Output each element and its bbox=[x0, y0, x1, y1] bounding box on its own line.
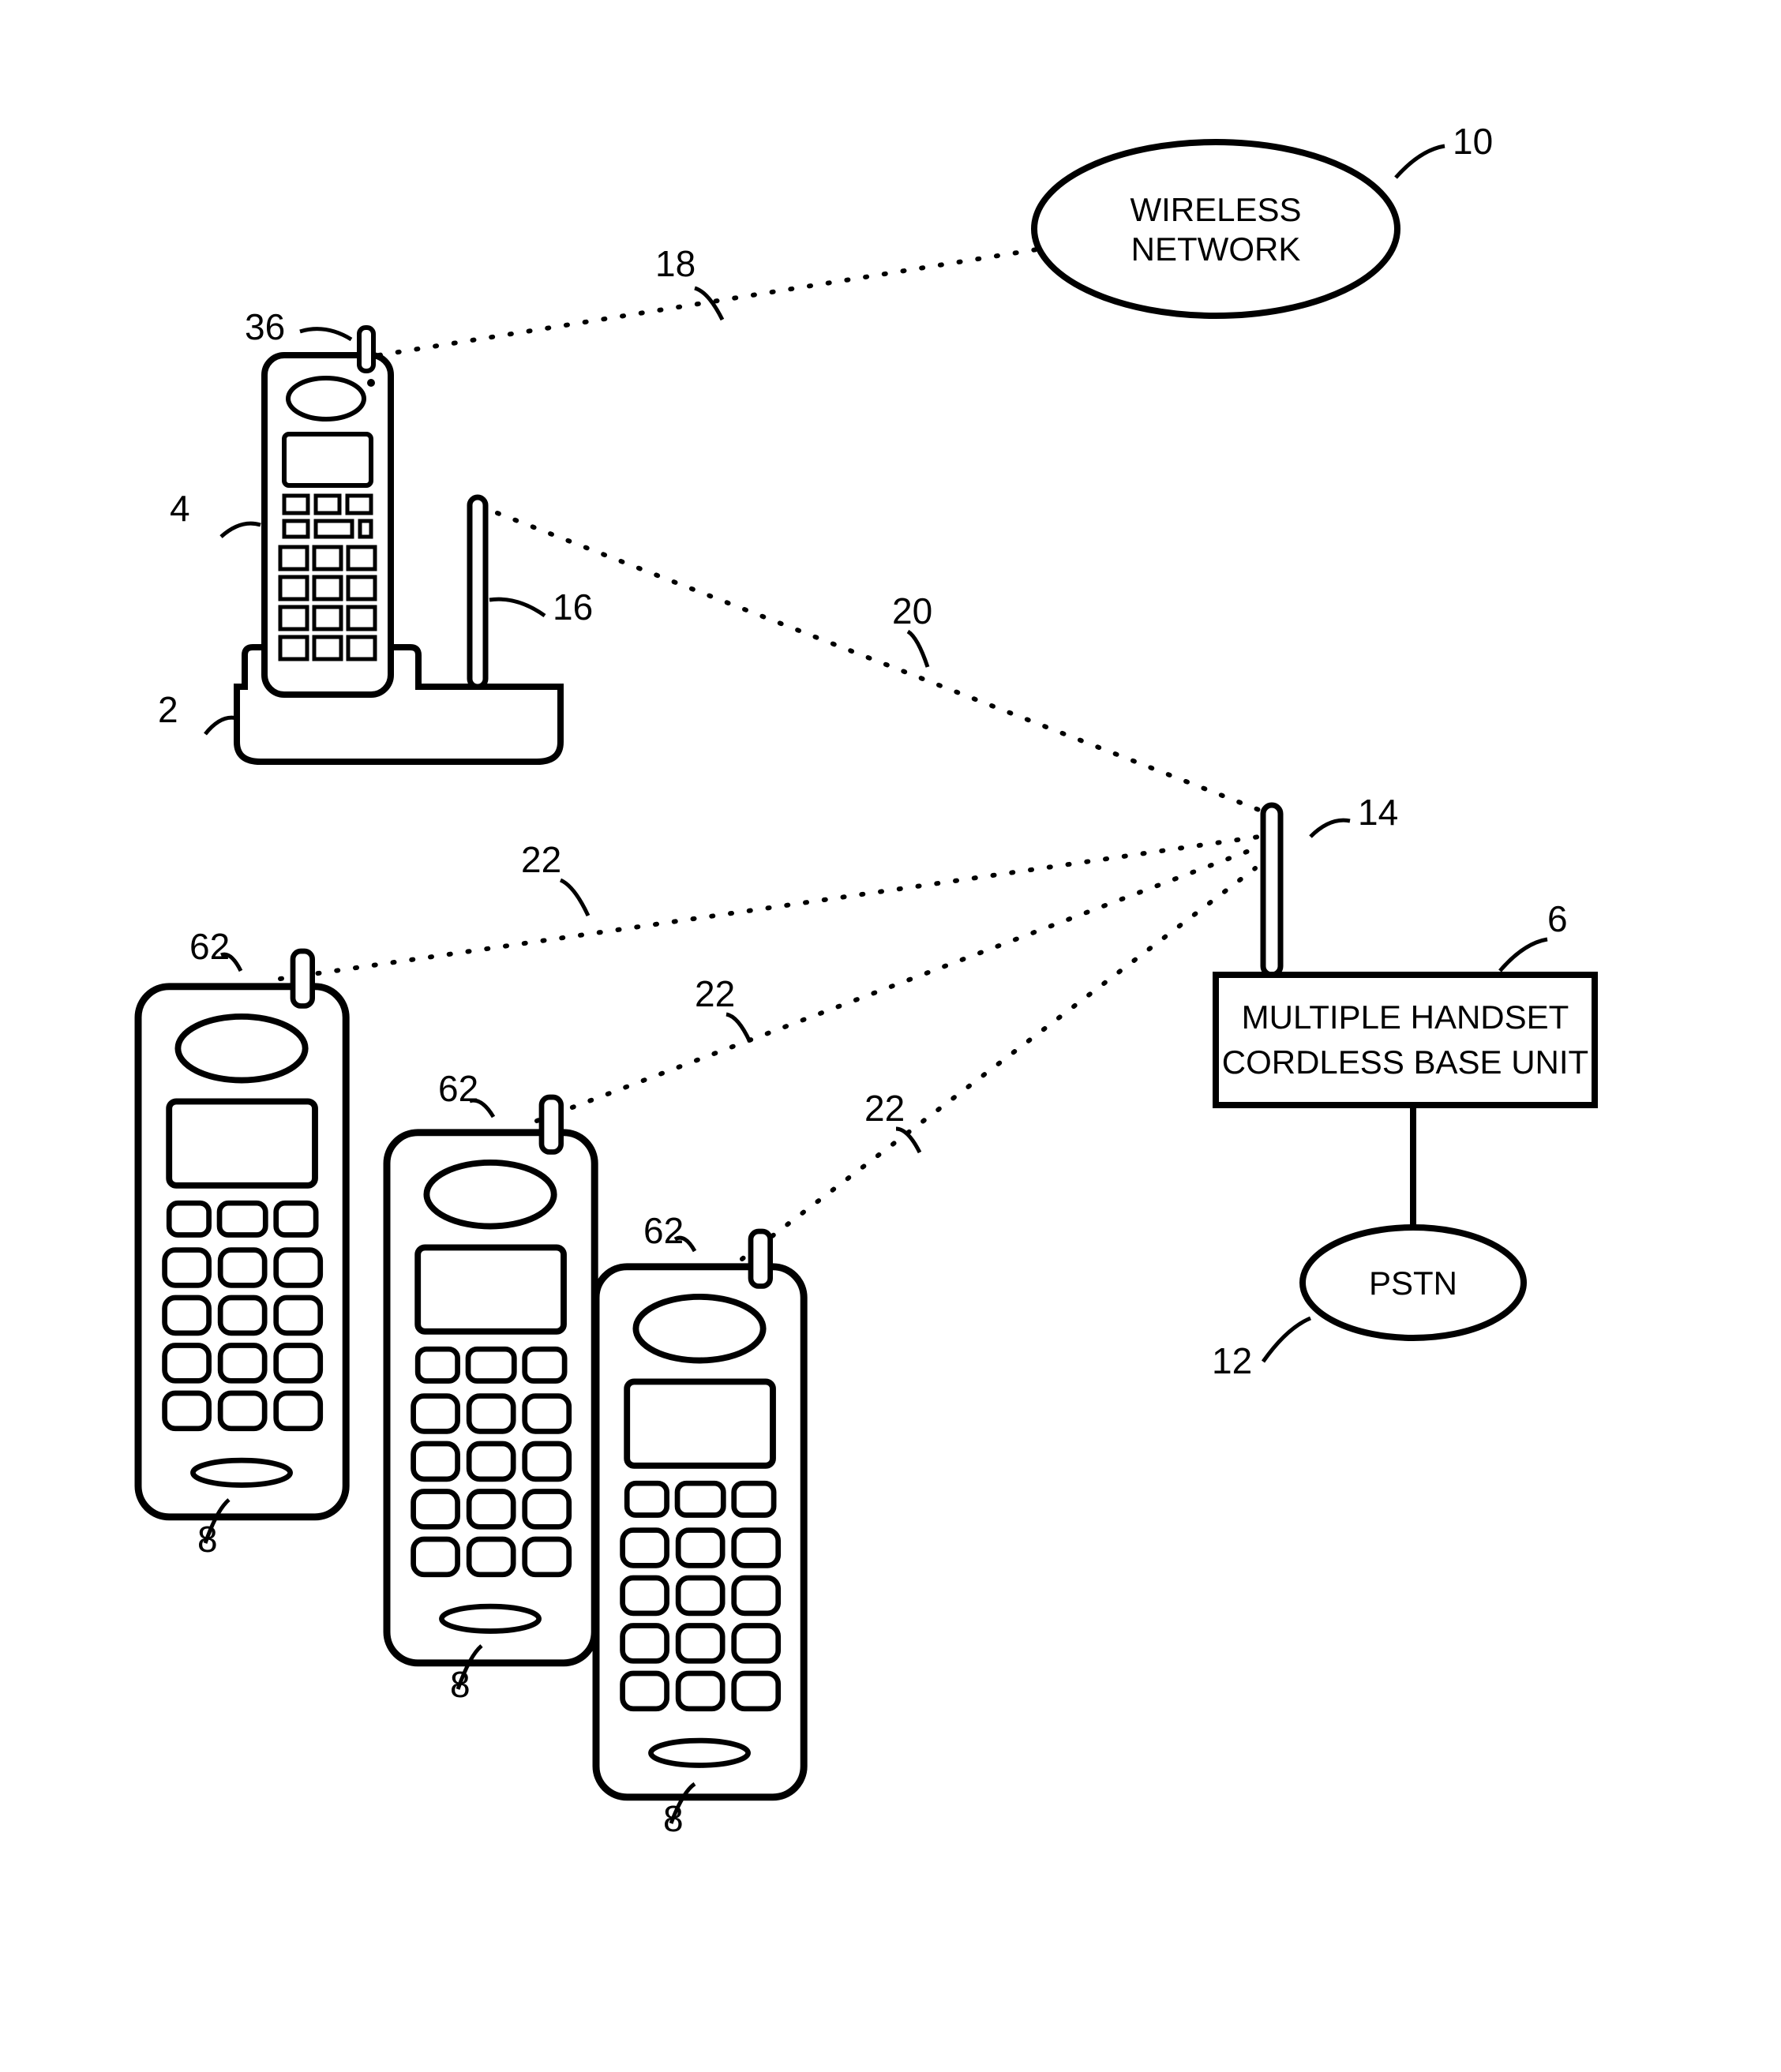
svg-text:6: 6 bbox=[1547, 898, 1568, 939]
svg-text:10: 10 bbox=[1453, 121, 1493, 162]
handset-4-icon bbox=[264, 328, 391, 695]
base-antenna-icon bbox=[1263, 805, 1280, 975]
svg-text:14: 14 bbox=[1358, 792, 1398, 833]
svg-text:62: 62 bbox=[643, 1210, 684, 1251]
svg-text:2: 2 bbox=[158, 689, 178, 730]
svg-text:8: 8 bbox=[663, 1798, 684, 1839]
svg-text:8: 8 bbox=[197, 1519, 218, 1560]
pstn-node: PSTN 12 bbox=[1212, 1227, 1524, 1381]
svg-text:WIRELESS: WIRELESS bbox=[1130, 191, 1301, 228]
svg-text:22: 22 bbox=[521, 839, 561, 880]
svg-text:PSTN: PSTN bbox=[1369, 1265, 1457, 1302]
svg-text:4: 4 bbox=[170, 488, 190, 529]
svg-text:18: 18 bbox=[655, 243, 696, 284]
svg-text:12: 12 bbox=[1212, 1340, 1252, 1381]
docked-handset-assembly bbox=[237, 328, 561, 762]
svg-text:20: 20 bbox=[892, 590, 932, 631]
svg-text:8: 8 bbox=[450, 1664, 471, 1705]
cradle-antenna-icon bbox=[470, 497, 486, 687]
svg-text:62: 62 bbox=[189, 926, 230, 967]
svg-text:22: 22 bbox=[864, 1088, 905, 1129]
svg-text:36: 36 bbox=[245, 306, 285, 347]
wireless-network-node: WIRELESS NETWORK 10 bbox=[1034, 121, 1493, 316]
handset-8c-icon bbox=[596, 1231, 804, 1797]
svg-text:NETWORK: NETWORK bbox=[1131, 230, 1301, 268]
svg-text:CORDLESS BASE UNIT: CORDLESS BASE UNIT bbox=[1222, 1043, 1588, 1081]
svg-text:MULTIPLE HANDSET: MULTIPLE HANDSET bbox=[1242, 999, 1569, 1036]
svg-text:62: 62 bbox=[438, 1068, 478, 1109]
handset-8a-icon bbox=[138, 951, 346, 1517]
diagram-root: WIRELESS NETWORK 10 MULTIPLE HANDSET COR… bbox=[0, 0, 1781, 2072]
svg-text:22: 22 bbox=[695, 973, 735, 1014]
svg-text:16: 16 bbox=[553, 586, 593, 628]
base-unit-node: MULTIPLE HANDSET CORDLESS BASE UNIT 6 14 bbox=[1216, 792, 1595, 1105]
handset-8b-icon bbox=[387, 1097, 594, 1663]
